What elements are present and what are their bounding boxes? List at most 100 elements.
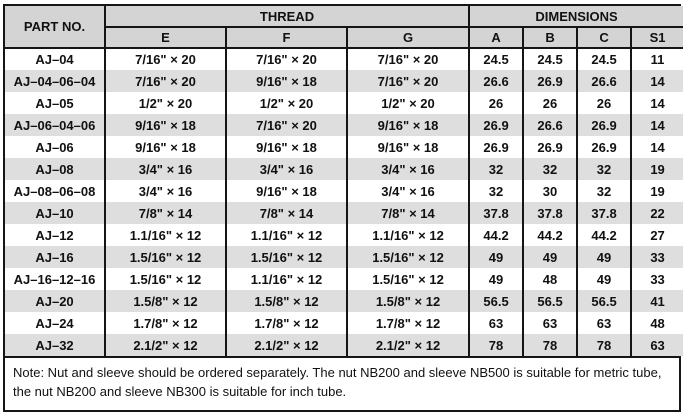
cell-thread-e: 3/4" × 16 — [104, 180, 226, 202]
table-header: PART NO. THREAD DIMENSIONS E F G A B C S… — [5, 6, 684, 49]
table-row: AJ–20 1.5/8" × 12 1.5/8" × 12 1.5/8" × 1… — [5, 290, 684, 312]
header-group-row: PART NO. THREAD DIMENSIONS — [5, 6, 684, 49]
cell-thread-g: 3/4" × 16 — [345, 158, 470, 180]
cell-thread-g: 1.5/16" × 12 — [345, 268, 470, 290]
table-row: AJ–32 2.1/2" × 12 2.1/2" × 12 2.1/2" × 1… — [5, 334, 684, 356]
header-thread: THREAD — [103, 6, 470, 28]
cell-part-no: AJ–10 — [35, 205, 74, 221]
cell-thread-f: 9/16" × 18 — [225, 70, 347, 92]
cell-dim-a: 26.9 — [468, 136, 524, 158]
cell-dim-s1: 22 — [630, 202, 684, 224]
cell-dim-a: 37.8 — [468, 202, 524, 224]
cell-thread-f: 3/4" × 16 — [225, 158, 347, 180]
cell-thread-g: 3/4" × 16 — [345, 180, 470, 202]
cell-dim-s1: 27 — [630, 224, 684, 246]
cell-dim-c: 32 — [576, 158, 632, 180]
header-part-no: PART NO. — [5, 6, 105, 49]
cell-thread-f: 7/16" × 20 — [225, 114, 347, 136]
cell-thread-f: 2.1/2" × 12 — [225, 334, 347, 356]
cell-part-no: AJ–08–06–08 — [13, 183, 96, 199]
cell-dim-a: 24.5 — [468, 48, 524, 70]
cell-thread-e: 2.1/2" × 12 — [104, 334, 226, 356]
cell-dim-b: 30 — [522, 180, 578, 202]
cell-dim-s1: 11 — [630, 48, 684, 70]
cell-part-no: AJ–32 — [35, 337, 74, 353]
cell-thread-g: 1.7/8" × 12 — [345, 312, 470, 334]
cell-dim-b: 26.9 — [522, 70, 578, 92]
cell-dim-b: 26.9 — [522, 136, 578, 158]
cell-dim-s1: 19 — [630, 158, 684, 180]
table-row: AJ–08 3/4" × 16 3/4" × 16 3/4" × 16 32 3… — [5, 158, 684, 180]
table-row: AJ–06 9/16" × 18 9/16" × 18 9/16" × 18 2… — [5, 136, 684, 158]
cell-dim-s1: 14 — [630, 70, 684, 92]
cell-thread-e: 1.1/16" × 12 — [104, 224, 226, 246]
cell-dim-c: 26.9 — [576, 114, 632, 136]
cell-thread-e: 3/4" × 16 — [104, 158, 226, 180]
spec-table-frame: PART NO. THREAD DIMENSIONS E F G A B C S… — [3, 4, 684, 412]
table-row: AJ–16–12–16 1.5/16" × 12 1.1/16" × 12 1.… — [5, 268, 684, 290]
cell-dim-a: 49 — [468, 246, 524, 268]
cell-thread-e: 1.7/8" × 12 — [104, 312, 226, 334]
cell-dim-a: 32 — [468, 180, 524, 202]
cell-thread-e: 7/16" × 20 — [104, 70, 226, 92]
header-col-f: F — [225, 27, 347, 49]
cell-dim-b: 78 — [522, 334, 578, 356]
cell-dim-a: 44.2 — [468, 224, 524, 246]
cell-thread-g: 1/2" × 20 — [345, 92, 470, 114]
cell-part-no: AJ–05 — [35, 95, 74, 111]
cell-dim-b: 56.5 — [522, 290, 578, 312]
cell-thread-g: 2.1/2" × 12 — [345, 334, 470, 356]
cell-thread-e: 7/8" × 14 — [104, 202, 226, 224]
table-row: AJ–04 7/16" × 20 7/16" × 20 7/16" × 20 2… — [5, 48, 684, 70]
cell-dim-c: 49 — [576, 268, 632, 290]
header-sub-row: E F G A B C S1 — [5, 27, 684, 49]
cell-part-no: AJ–16 — [35, 249, 74, 265]
cell-thread-f: 1.1/16" × 12 — [225, 224, 347, 246]
table-body: AJ–04 7/16" × 20 7/16" × 20 7/16" × 20 2… — [5, 48, 684, 356]
cell-dim-c: 37.8 — [576, 202, 632, 224]
cell-thread-f: 1/2" × 20 — [225, 92, 347, 114]
cell-dim-c: 78 — [576, 334, 632, 356]
header-col-s1: S1 — [630, 27, 684, 49]
cell-thread-g: 1.5/8" × 12 — [345, 290, 470, 312]
header-col-b: B — [522, 27, 578, 49]
cell-dim-b: 26.6 — [522, 114, 578, 136]
table-row: AJ–16 1.5/16" × 12 1.5/16" × 12 1.5/16" … — [5, 246, 684, 268]
cell-part-no: AJ–04 — [35, 52, 74, 67]
cell-thread-f: 1.1/16" × 12 — [225, 268, 347, 290]
cell-part-no: AJ–24 — [35, 315, 74, 331]
cell-dim-s1: 14 — [630, 92, 684, 114]
cell-dim-b: 44.2 — [522, 224, 578, 246]
table-row: AJ–12 1.1/16" × 12 1.1/16" × 12 1.1/16" … — [5, 224, 684, 246]
cell-dim-c: 26.9 — [576, 136, 632, 158]
cell-dim-b: 32 — [522, 158, 578, 180]
cell-dim-c: 49 — [576, 246, 632, 268]
cell-dim-s1: 19 — [630, 180, 684, 202]
cell-dim-a: 32 — [468, 158, 524, 180]
cell-thread-g: 9/16" × 18 — [345, 136, 470, 158]
cell-part-no: AJ–16–12–16 — [13, 271, 96, 287]
cell-dim-b: 63 — [522, 312, 578, 334]
cell-thread-e: 9/16" × 18 — [104, 136, 226, 158]
cell-dim-s1: 63 — [630, 334, 684, 356]
cell-dim-c: 56.5 — [576, 290, 632, 312]
cell-thread-f: 7/16" × 20 — [225, 48, 347, 70]
cell-dim-c: 24.5 — [576, 48, 632, 70]
cell-part-no: AJ–06–04–06 — [13, 117, 96, 133]
cell-thread-g: 7/8" × 14 — [345, 202, 470, 224]
cell-dim-c: 44.2 — [576, 224, 632, 246]
cell-dim-b: 49 — [522, 246, 578, 268]
table-row: AJ–24 1.7/8" × 12 1.7/8" × 12 1.7/8" × 1… — [5, 312, 684, 334]
header-col-e: E — [104, 27, 226, 49]
cell-thread-f: 1.5/8" × 12 — [225, 290, 347, 312]
cell-dim-c: 63 — [576, 312, 632, 334]
table-row: AJ–06–04–06 9/16" × 18 7/16" × 20 9/16" … — [5, 114, 684, 136]
cell-thread-f: 9/16" × 18 — [225, 180, 347, 202]
cell-dim-s1: 41 — [630, 290, 684, 312]
cell-dim-s1: 14 — [630, 136, 684, 158]
cell-dim-b: 24.5 — [522, 48, 578, 70]
cell-dim-s1: 33 — [630, 268, 684, 290]
cell-part-no: AJ–12 — [35, 227, 74, 243]
cell-dim-a: 78 — [468, 334, 524, 356]
